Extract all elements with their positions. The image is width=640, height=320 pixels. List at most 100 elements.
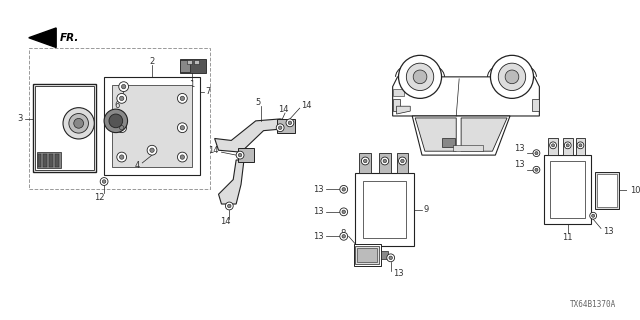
Polygon shape: [29, 28, 56, 47]
Text: 12: 12: [94, 193, 104, 202]
Text: 10: 10: [630, 186, 640, 195]
Circle shape: [100, 178, 108, 185]
Text: 14: 14: [208, 146, 218, 155]
Circle shape: [236, 151, 244, 159]
Bar: [548, 138, 558, 155]
Circle shape: [533, 166, 540, 173]
Polygon shape: [415, 118, 456, 151]
Circle shape: [362, 157, 369, 165]
Bar: [353, 244, 381, 266]
Bar: [360, 153, 371, 173]
Circle shape: [120, 125, 124, 130]
Bar: [29, 47, 210, 189]
Bar: [544, 155, 591, 224]
Circle shape: [364, 159, 367, 163]
Bar: [381, 251, 388, 259]
Text: 13: 13: [514, 144, 525, 153]
Bar: [563, 138, 573, 155]
Bar: [550, 161, 586, 218]
Circle shape: [63, 108, 94, 139]
Circle shape: [591, 214, 595, 217]
Circle shape: [413, 70, 427, 84]
Circle shape: [399, 157, 406, 165]
Text: 7: 7: [205, 87, 210, 96]
Circle shape: [340, 232, 348, 240]
Bar: [595, 172, 619, 209]
Bar: [597, 174, 617, 207]
Circle shape: [589, 212, 596, 219]
Text: TX64B1370A: TX64B1370A: [570, 300, 616, 309]
Bar: [355, 173, 414, 246]
Bar: [194, 60, 199, 64]
Circle shape: [406, 63, 434, 91]
Bar: [104, 77, 200, 175]
Bar: [55, 154, 59, 167]
Text: 2: 2: [149, 57, 155, 66]
Text: 3: 3: [17, 115, 23, 124]
Circle shape: [180, 155, 184, 159]
Bar: [532, 99, 540, 111]
Polygon shape: [393, 77, 540, 116]
Bar: [35, 86, 94, 170]
Circle shape: [401, 159, 404, 163]
Text: 13: 13: [393, 269, 403, 278]
Circle shape: [383, 159, 387, 163]
Circle shape: [342, 210, 346, 214]
Circle shape: [69, 114, 88, 133]
Bar: [49, 154, 53, 167]
Circle shape: [342, 188, 346, 191]
Circle shape: [180, 125, 184, 130]
Text: 4: 4: [135, 161, 140, 170]
Circle shape: [228, 204, 231, 208]
Bar: [180, 60, 190, 72]
Text: 13: 13: [314, 207, 324, 216]
Bar: [38, 154, 42, 167]
Polygon shape: [180, 59, 206, 73]
Circle shape: [238, 153, 242, 157]
Bar: [33, 84, 96, 172]
Circle shape: [535, 168, 538, 171]
Circle shape: [120, 96, 124, 100]
Circle shape: [387, 254, 395, 262]
Circle shape: [389, 256, 392, 260]
Bar: [188, 60, 192, 64]
Circle shape: [117, 93, 127, 103]
Circle shape: [119, 82, 129, 92]
Text: 13: 13: [314, 185, 324, 194]
Bar: [36, 152, 61, 168]
Text: 13: 13: [514, 160, 525, 169]
Circle shape: [552, 144, 555, 147]
Text: 5: 5: [255, 98, 260, 107]
Polygon shape: [397, 106, 410, 114]
Circle shape: [180, 96, 184, 100]
Circle shape: [177, 93, 188, 103]
Circle shape: [533, 150, 540, 156]
Bar: [277, 119, 295, 132]
Bar: [575, 138, 586, 155]
Bar: [364, 180, 406, 238]
Bar: [357, 248, 377, 262]
Text: 1: 1: [189, 80, 195, 89]
Circle shape: [340, 208, 348, 216]
Circle shape: [286, 119, 294, 127]
Text: 13: 13: [603, 227, 614, 236]
Circle shape: [340, 185, 348, 193]
Circle shape: [550, 142, 557, 149]
Circle shape: [104, 109, 127, 132]
Bar: [397, 153, 408, 173]
Text: 8: 8: [340, 229, 346, 238]
Bar: [393, 99, 401, 111]
Circle shape: [120, 155, 124, 159]
Bar: [355, 246, 379, 264]
Circle shape: [177, 152, 188, 162]
Polygon shape: [214, 119, 290, 152]
Circle shape: [566, 144, 569, 147]
Circle shape: [579, 144, 582, 147]
Polygon shape: [412, 116, 510, 155]
Polygon shape: [461, 118, 507, 151]
Circle shape: [276, 124, 284, 132]
Circle shape: [490, 55, 534, 98]
Bar: [453, 145, 483, 151]
Bar: [112, 85, 192, 167]
Text: 6: 6: [115, 101, 120, 110]
